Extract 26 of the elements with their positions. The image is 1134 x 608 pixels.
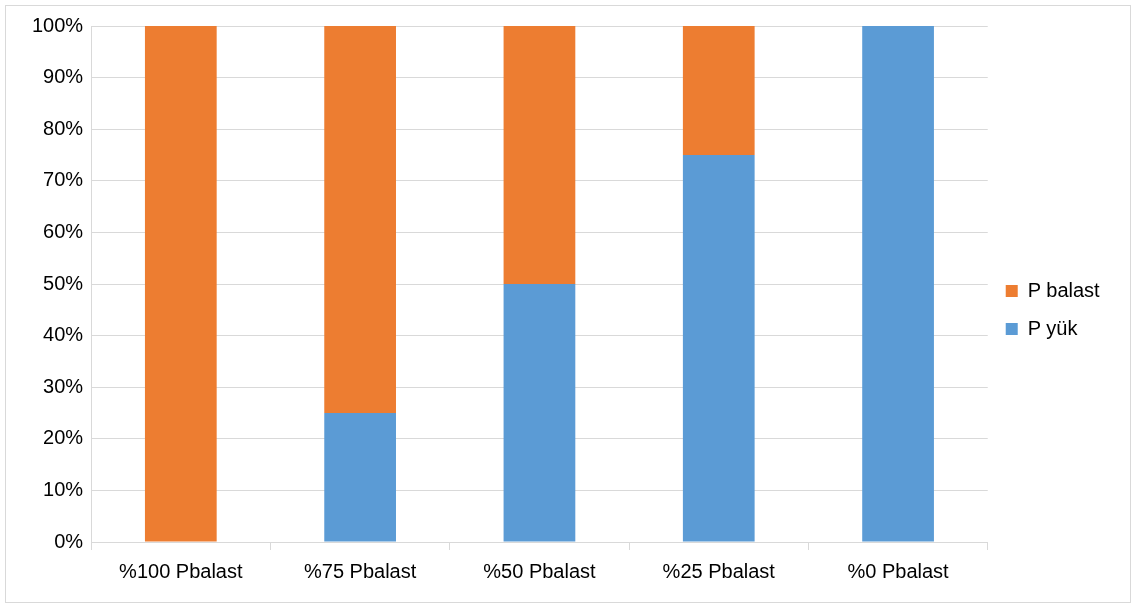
x-tick-label: %25 Pbalast [662, 559, 776, 582]
y-tick-label: 100% [32, 13, 84, 36]
legend-label: P yük [1027, 316, 1079, 339]
y-tick-label: 10% [43, 477, 84, 500]
bar [324, 413, 396, 542]
y-tick-label: 30% [43, 374, 84, 397]
x-tick-label: %100 Pbalast [119, 559, 243, 582]
bar [682, 26, 755, 155]
bar [682, 155, 755, 542]
x-tick-label: %75 Pbalast [303, 559, 417, 582]
legend-label: P balast [1027, 278, 1101, 301]
y-tick-label: 90% [43, 65, 84, 88]
x-tick-label: %0 Pbalast [847, 559, 950, 582]
y-tick-label: 50% [43, 271, 84, 294]
y-tick-label: 70% [43, 168, 84, 191]
bar [862, 26, 934, 542]
x-tick-label: %50 Pbalast [483, 559, 597, 582]
y-tick-label: 0% [54, 529, 84, 552]
y-tick-label: 60% [43, 219, 84, 242]
bar [503, 26, 576, 284]
y-tick-label: 20% [43, 426, 84, 449]
bar [324, 26, 396, 413]
y-tick-label: 40% [43, 323, 84, 346]
bar [503, 284, 576, 542]
y-tick-label: 80% [43, 116, 84, 139]
bar [144, 26, 217, 542]
